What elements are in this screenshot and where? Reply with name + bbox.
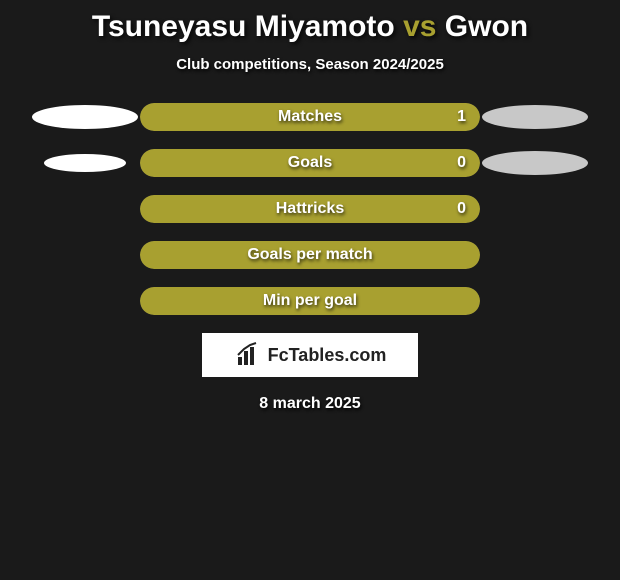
stat-bar: Matches1	[140, 103, 480, 131]
left-ellipse-icon	[32, 105, 138, 129]
stat-label: Goals per match	[140, 241, 480, 269]
stat-bar: Goals0	[140, 149, 480, 177]
date-text: 8 march 2025	[0, 395, 620, 413]
stat-row: Min per goal	[0, 287, 620, 315]
subtitle: Club competitions, Season 2024/2025	[0, 56, 620, 73]
stat-label: Matches	[140, 103, 480, 131]
comparison-container: Tsuneyasu Miyamoto vs Gwon Club competit…	[0, 0, 620, 413]
right-ellipse-icon	[482, 105, 588, 129]
right-ellipse-slot	[480, 151, 590, 175]
left-ellipse-slot	[30, 154, 140, 172]
stat-label: Hattricks	[140, 195, 480, 223]
stat-value: 0	[457, 195, 466, 223]
stats-rows: Matches1Goals0Hattricks0Goals per matchM…	[0, 103, 620, 315]
player1-name: Tsuneyasu Miyamoto	[92, 10, 395, 43]
stat-label: Min per goal	[140, 287, 480, 315]
stat-value: 0	[457, 149, 466, 177]
left-ellipse-slot	[30, 105, 140, 129]
right-ellipse-slot	[480, 105, 590, 129]
page-title: Tsuneyasu Miyamoto vs Gwon	[0, 10, 620, 44]
stat-row: Goals per match	[0, 241, 620, 269]
stat-label: Goals	[140, 149, 480, 177]
vs-text: vs	[403, 10, 436, 43]
left-ellipse-icon	[44, 154, 126, 172]
right-ellipse-icon	[482, 151, 588, 175]
stat-row: Matches1	[0, 103, 620, 131]
stat-row: Hattricks0	[0, 195, 620, 223]
logo-box[interactable]: FcTables.com	[202, 333, 418, 377]
stat-value: 1	[457, 103, 466, 131]
logo-text: FcTables.com	[268, 345, 387, 366]
stat-row: Goals0	[0, 149, 620, 177]
player2-name: Gwon	[445, 10, 528, 43]
stat-bar: Goals per match	[140, 241, 480, 269]
chart-icon	[234, 341, 262, 369]
stat-bar: Hattricks0	[140, 195, 480, 223]
stat-bar: Min per goal	[140, 287, 480, 315]
